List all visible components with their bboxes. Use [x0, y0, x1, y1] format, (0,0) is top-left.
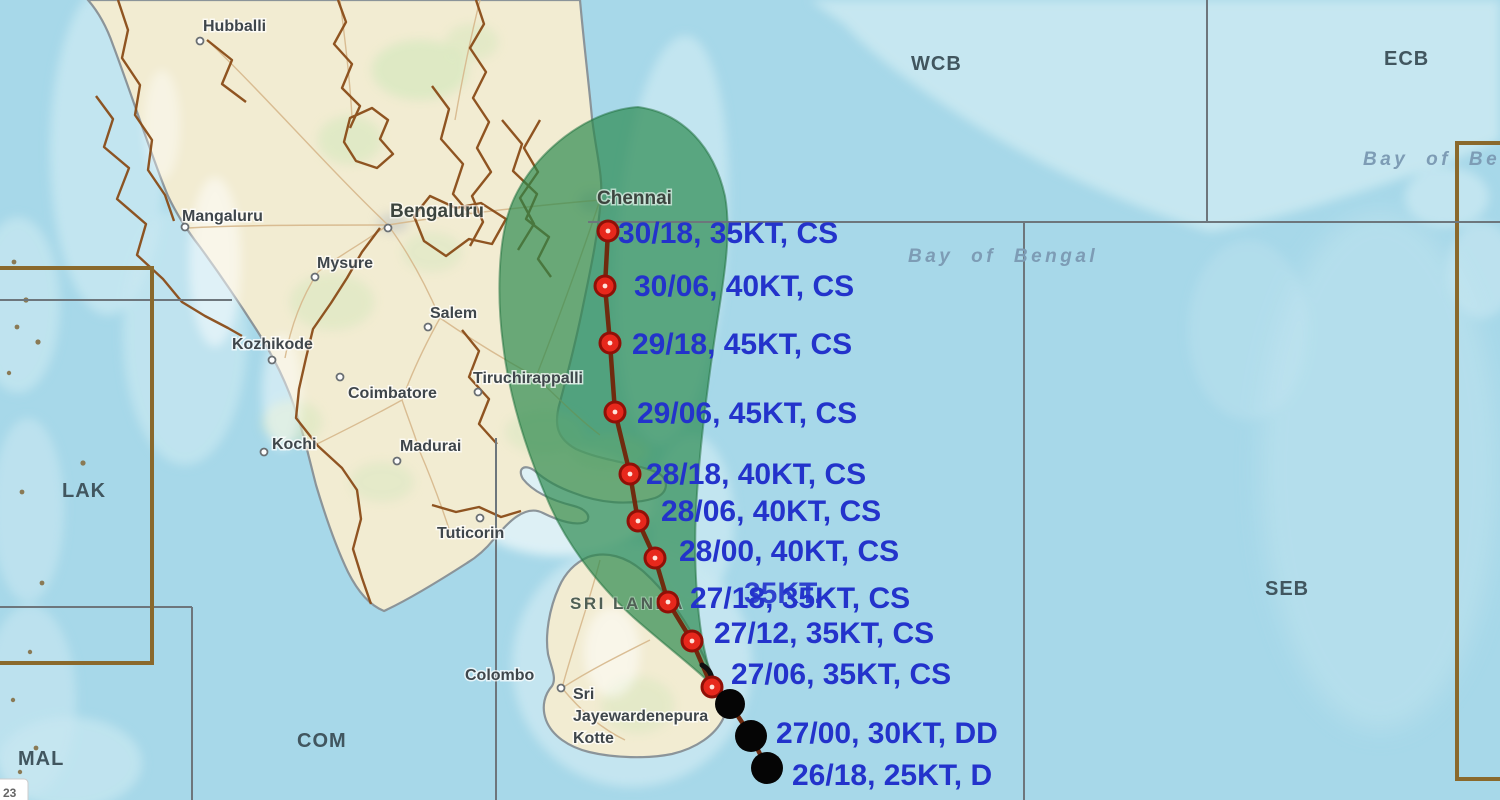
corner-badge-text: 23 [3, 786, 17, 800]
basin-label-mal: MAL [18, 748, 64, 770]
city-label-salem: Salem [430, 305, 477, 322]
track-label-29-06: 29/06, 45KT, CS [637, 397, 857, 430]
city-label-mysure: Mysure [317, 255, 373, 272]
city-markers [180, 36, 566, 693]
city-label-chennai: Chennai [597, 188, 672, 209]
basin-label-ecb: ECB [1384, 48, 1429, 70]
city-label-kochi: Kochi [272, 436, 316, 453]
city-label-colombo: Colombo [465, 667, 535, 684]
country-label-sri-lanka: SRI LANKA [570, 594, 685, 613]
forecast-position-markers [593, 219, 724, 699]
capital-label-line2: Jayewardenepura [573, 708, 708, 725]
basin-label-seb: SEB [1265, 578, 1309, 600]
sea-label-bay-of-bengal: Bay of Bengal [908, 246, 1098, 267]
track-label-30-18: 30/18, 35KT, CS [618, 217, 838, 250]
track-label-29-18: 29/18, 45KT, CS [632, 328, 852, 361]
city-label-tuticorin: Tuticorin [437, 525, 504, 542]
city-label-kozhikode: Kozhikode [232, 336, 313, 353]
track-label-28-00: 28/00, 40KT, CS [679, 535, 899, 568]
track-label-27-12: 27/12, 35KT, CS [714, 617, 934, 650]
track-label-27-00: 27/00, 30KT, DD [776, 717, 998, 750]
track-label-28-06: 28/06, 40KT, CS [661, 495, 881, 528]
city-label-hubballi: Hubballi [203, 18, 266, 35]
city-label-bengaluru: Bengaluru [390, 201, 484, 222]
area-boundary-boxes [0, 141, 1500, 781]
capital-label-line3: Kotte [573, 730, 614, 747]
observed-position-markers [715, 689, 783, 784]
basin-label-wcb: WCB [911, 53, 962, 75]
track-label-27-06: 27/06, 35KT, CS [731, 658, 951, 691]
city-label-mangaluru: Mangaluru [182, 208, 263, 225]
track-label-28-18: 28/18, 40KT, CS [646, 458, 866, 491]
track-label-ghost: 35KT, [744, 577, 822, 610]
city-label-coimbatore: Coimbatore [348, 385, 437, 402]
island-dots [6, 259, 86, 775]
basin-grid-lines [0, 0, 1208, 800]
track-label-27-18: 27/18, 35KT, CS [690, 582, 910, 615]
city-label-tiruchirappalli: Tiruchirappalli [473, 370, 583, 387]
basin-label-lak: LAK [62, 480, 106, 502]
track-label-30-06: 30/06, 40KT, CS [634, 270, 854, 303]
basin-label-com: COM [297, 730, 347, 752]
capital-label-line1: Sri [573, 686, 594, 703]
corner-badge: 23 [0, 778, 29, 800]
city-label-madurai: Madurai [400, 438, 461, 455]
track-label-26-18: 26/18, 25KT, D [792, 759, 992, 792]
sea-label-bay-of-bengal-ne: Bay of Bengal [1363, 149, 1500, 170]
